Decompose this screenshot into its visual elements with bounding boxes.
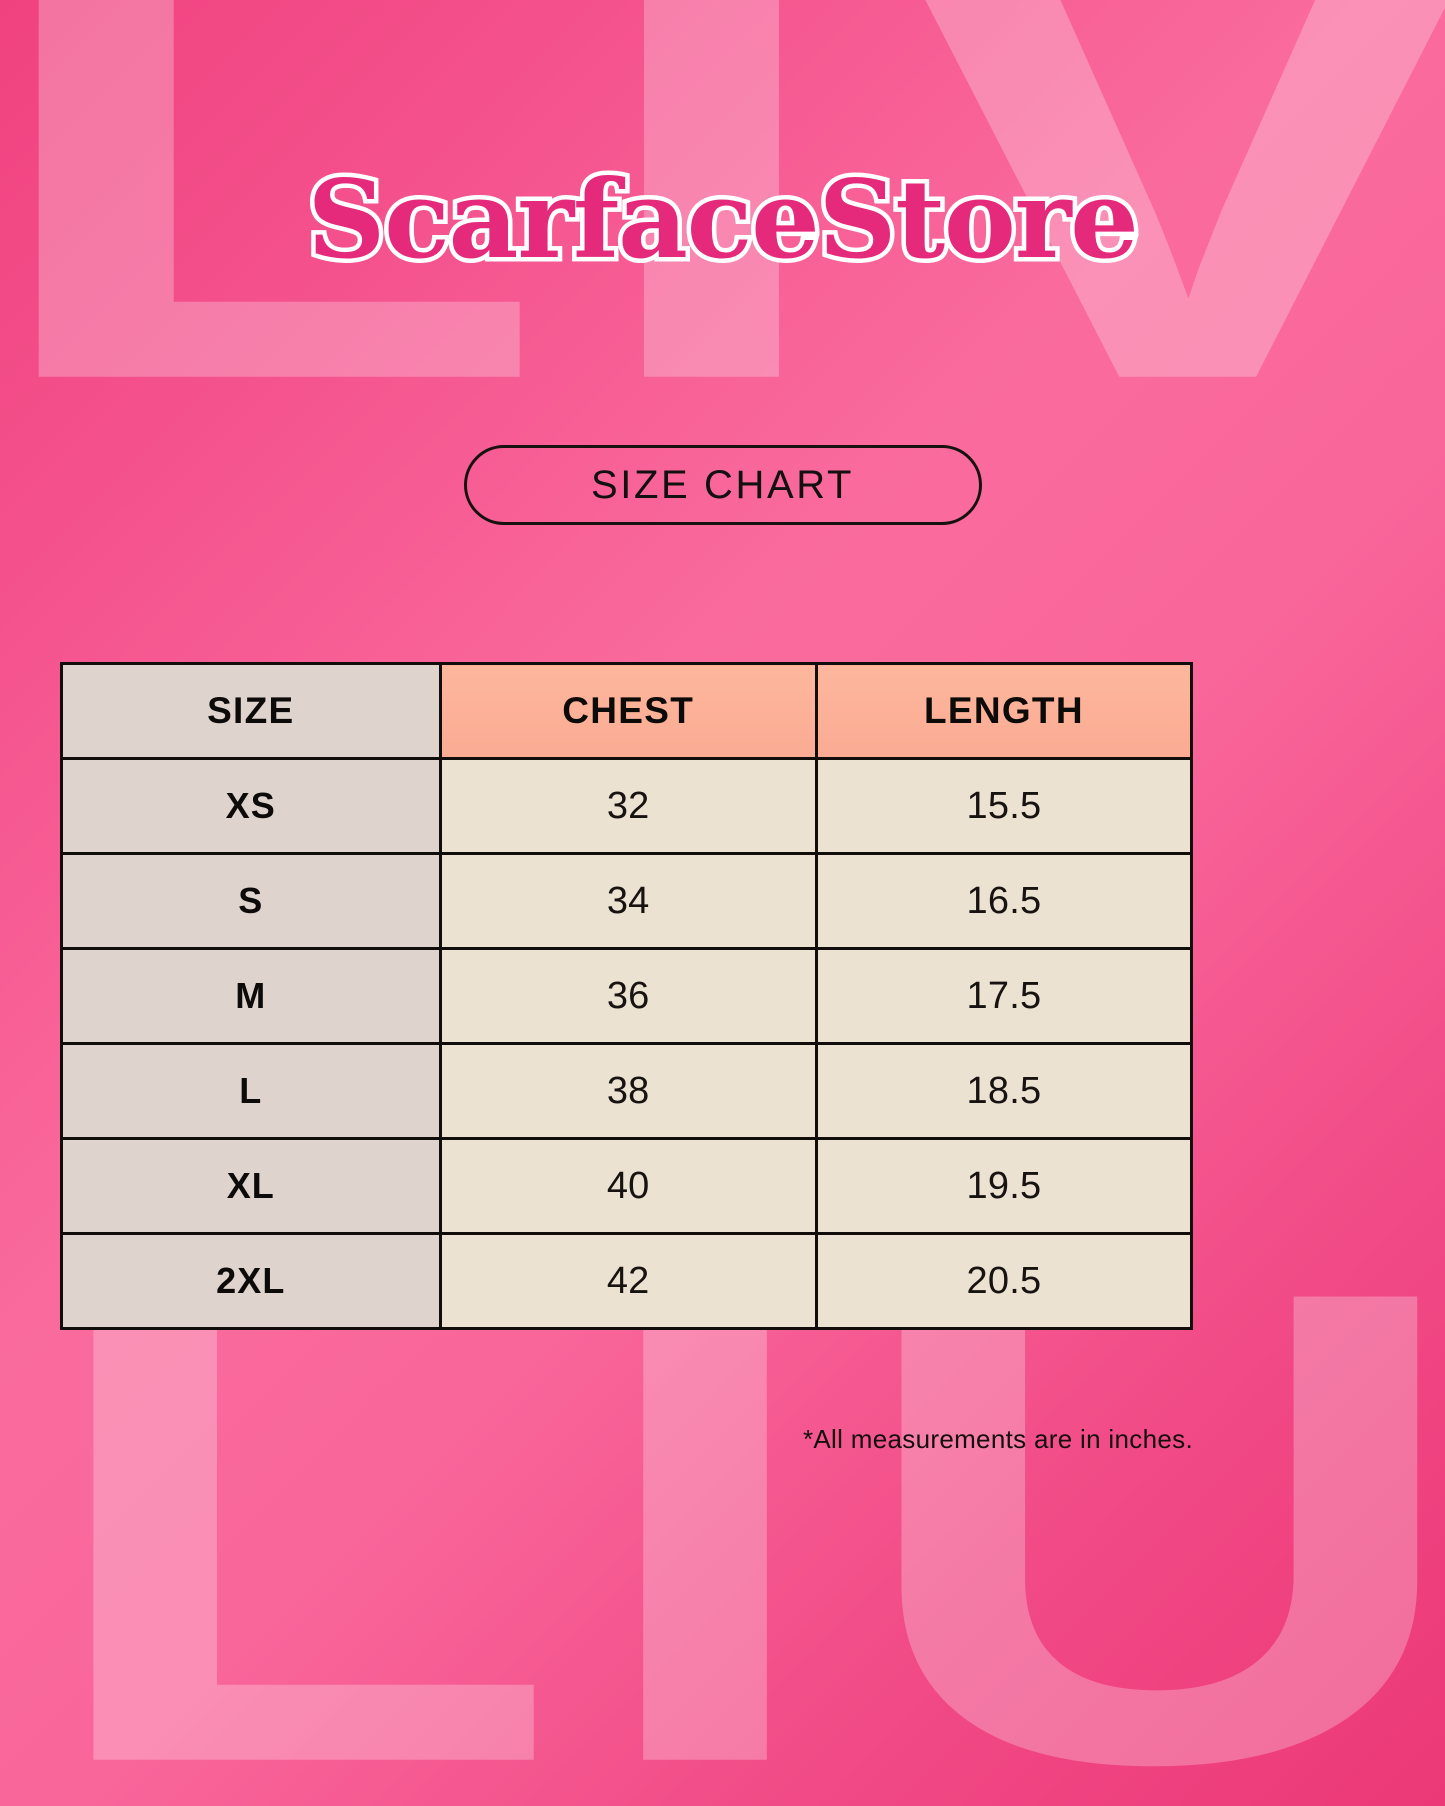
length-value: 18.5	[966, 1069, 1042, 1112]
cell-chest: 38	[438, 1042, 818, 1140]
table-row: L 38 18.5	[60, 1042, 1194, 1140]
table-row: XL 40 19.5	[60, 1137, 1194, 1235]
cell-size: S	[60, 852, 442, 950]
size-label: 2XL	[216, 1260, 286, 1301]
size-chart-badge-label: SIZE CHART	[590, 462, 855, 507]
table-row: M 36 17.5	[60, 947, 1194, 1045]
cell-length: 20.5	[814, 1232, 1194, 1330]
cell-chest: 42	[438, 1232, 818, 1330]
cell-size: XS	[60, 757, 442, 855]
column-header-size-label: SIZE	[207, 690, 295, 731]
chest-value: 34	[606, 879, 650, 922]
cell-length: 16.5	[814, 852, 1194, 950]
column-header-chest-label: CHEST	[562, 690, 695, 731]
size-chart-badge: SIZE CHART	[463, 445, 982, 525]
column-header-length-label: LENGTH	[923, 690, 1084, 731]
size-table: SIZE CHEST LENGTH XS 32	[60, 662, 1194, 1330]
size-table-body: XS 32 15.5 S 34	[60, 757, 1194, 1330]
table-row: 2XL 42 20.5	[60, 1232, 1194, 1330]
column-header-chest: CHEST	[438, 662, 818, 760]
chest-value: 36	[606, 974, 650, 1017]
table-row: XS 32 15.5	[60, 757, 1194, 855]
length-value: 19.5	[966, 1164, 1042, 1207]
column-header-length: LENGTH	[814, 662, 1194, 760]
length-value: 17.5	[966, 974, 1042, 1017]
size-label: S	[238, 880, 264, 921]
cell-length: 17.5	[814, 947, 1194, 1045]
brand-logo: ScarfaceStore	[303, 157, 1144, 283]
cell-size: L	[60, 1042, 442, 1140]
chest-value: 40	[606, 1164, 650, 1207]
measurement-footnote: *All measurements are in inches.	[802, 1424, 1193, 1454]
length-value: 20.5	[966, 1259, 1042, 1302]
size-label: XL	[226, 1165, 275, 1206]
cell-chest: 34	[438, 852, 818, 950]
chest-value: 38	[606, 1069, 650, 1112]
cell-size: XL	[60, 1137, 442, 1235]
size-label: XS	[225, 785, 276, 826]
cell-length: 18.5	[814, 1042, 1194, 1140]
chest-value: 42	[606, 1259, 650, 1302]
column-header-size: SIZE	[60, 662, 442, 760]
size-table-container: SIZE CHEST LENGTH XS 32	[60, 662, 1194, 1330]
cell-length: 19.5	[814, 1137, 1194, 1235]
size-label: L	[239, 1070, 263, 1111]
cell-chest: 32	[438, 757, 818, 855]
cell-size: 2XL	[60, 1232, 442, 1330]
chest-value: 32	[606, 784, 650, 827]
cell-size: M	[60, 947, 442, 1045]
cell-chest: 36	[438, 947, 818, 1045]
length-value: 15.5	[966, 784, 1042, 827]
cell-length: 15.5	[814, 757, 1194, 855]
size-table-header: SIZE CHEST LENGTH	[60, 662, 1194, 760]
table-row: S 34 16.5	[60, 852, 1194, 950]
size-label: M	[235, 975, 267, 1016]
table-header-row: SIZE CHEST LENGTH	[60, 662, 1194, 760]
length-value: 16.5	[966, 879, 1042, 922]
cell-chest: 40	[438, 1137, 818, 1235]
